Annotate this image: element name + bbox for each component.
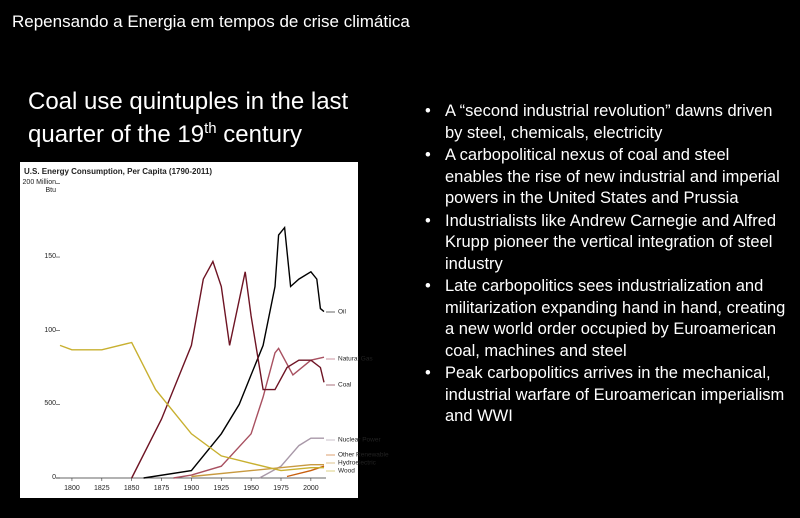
series-label: Oil: [338, 309, 347, 316]
y-tick-label: 500: [44, 400, 56, 408]
x-tick-label: 1875: [154, 485, 170, 492]
slide-title-text: quarter of the 19: [28, 121, 205, 148]
x-tick-label: 1825: [94, 485, 110, 492]
bullet: Industrialists like Andrew Carnegie and …: [425, 211, 790, 276]
bullet: A carbopolitical nexus of coal and steel…: [425, 145, 790, 210]
slide-title-text: century: [216, 121, 303, 148]
y-tick-label: 100: [44, 326, 56, 334]
series-label: Wood: [338, 468, 355, 475]
series-label: Nuclear Power: [338, 437, 381, 444]
series-line: [259, 437, 324, 479]
slide-title-line: quarter of the 19th century: [28, 120, 302, 149]
series-label: Other Renewable: [338, 452, 389, 459]
bullet: Peak carbopolitics arrives in the mechan…: [425, 363, 790, 428]
y-tick-label: 150: [44, 253, 56, 261]
chart-title: U.S. Energy Consumption, Per Capita (179…: [24, 167, 212, 176]
series-line: [131, 259, 325, 479]
series-line: [143, 225, 325, 479]
series-label: Hydroelectric: [338, 460, 377, 467]
x-tick-label: 1950: [243, 485, 259, 492]
x-tick-label: 1850: [124, 485, 140, 492]
y-tick-label: 200 Million Btu: [22, 179, 56, 195]
x-tick-label: 1925: [213, 485, 229, 492]
x-tick-label: 1800: [64, 485, 80, 492]
series-line: [173, 347, 325, 479]
bullet: Late carbopolitics sees industrializatio…: [425, 276, 790, 362]
bullet: A “second industrial revolution” dawns d…: [425, 101, 790, 144]
x-tick-label: 1900: [184, 485, 200, 492]
y-tick-label: 0: [52, 474, 56, 481]
slide-title-superscript: th: [204, 120, 217, 137]
series-line: [191, 464, 324, 478]
bullet-list: A “second industrial revolution” dawns d…: [425, 101, 790, 429]
x-tick-label: 2000: [303, 485, 319, 492]
chart-image: [20, 162, 358, 498]
x-tick-label: 1975: [273, 485, 289, 492]
series-line: [59, 341, 324, 472]
video-title: Repensando a Energia em tempos de crise …: [12, 12, 410, 31]
series-label: Natural Gas: [338, 356, 373, 363]
series-label: Coal: [338, 382, 352, 389]
slide-title-line: Coal use quintuples in the last: [28, 88, 349, 115]
